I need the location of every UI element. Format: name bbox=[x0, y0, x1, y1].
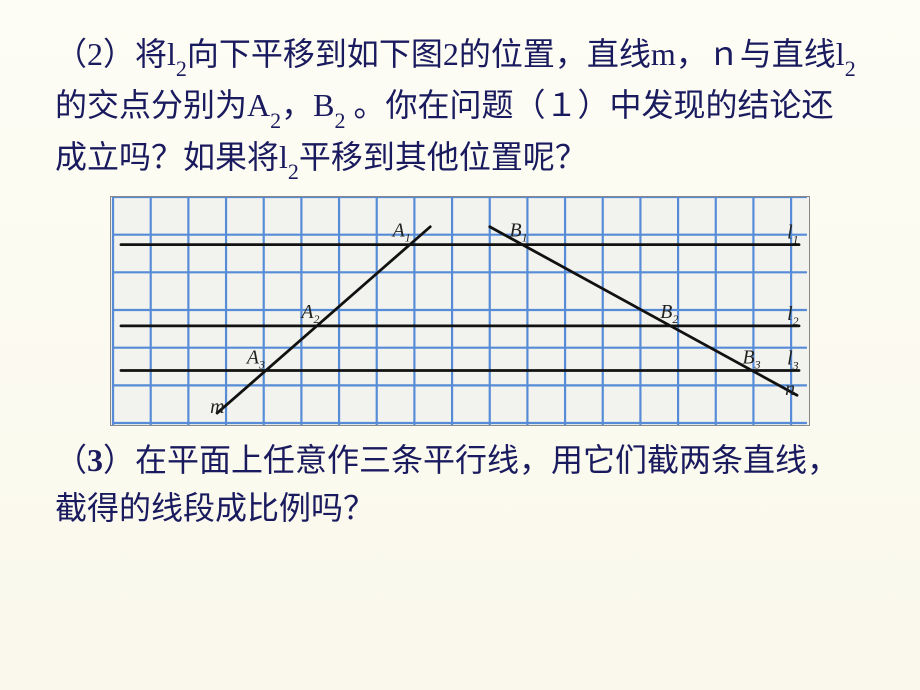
geometry-diagram: A1 B1 A2 B2 A3 B3 l1 l2 l3 m n bbox=[110, 196, 810, 426]
subscript: 2 bbox=[288, 159, 299, 184]
svg-text:n: n bbox=[785, 378, 795, 400]
svg-text:B2: B2 bbox=[660, 301, 678, 326]
figure-container: A1 B1 A2 B2 A3 B3 l1 l2 l3 m n bbox=[55, 196, 865, 426]
svg-text:A2: A2 bbox=[299, 301, 319, 326]
svg-text:B3: B3 bbox=[743, 347, 761, 372]
subscript: 2 bbox=[270, 108, 281, 133]
svg-text:m: m bbox=[210, 396, 224, 418]
problem-2-text: （2）将l2向下平移到如下图2的位置，直线m，ｎ与直线l2的交点分别为A2，B2… bbox=[55, 30, 865, 184]
svg-text:l1: l1 bbox=[787, 222, 798, 247]
text-fragment: ）在平面上任意作三条平行线，用它们截两条直线，截得的线段成比例吗？ bbox=[55, 442, 839, 526]
text-fragment: （ bbox=[55, 442, 87, 478]
problem-3-text: （3）在平面上任意作三条平行线，用它们截两条直线，截得的线段成比例吗？ bbox=[55, 436, 865, 532]
svg-text:l3: l3 bbox=[787, 348, 799, 373]
svg-text:l2: l2 bbox=[787, 303, 799, 328]
text-fragment: 向下平移到如下图2的位置，直线m，ｎ与直线l bbox=[187, 36, 845, 72]
svg-text:A1: A1 bbox=[391, 220, 411, 245]
svg-text:A3: A3 bbox=[245, 347, 265, 372]
svg-text:B1: B1 bbox=[510, 220, 528, 245]
text-fragment: 的交点分别为A bbox=[55, 87, 270, 123]
text-fragment: ，B bbox=[281, 87, 334, 123]
subscript: 2 bbox=[176, 56, 187, 81]
text-fragment: 平移到其他位置呢？ bbox=[299, 139, 587, 175]
bold-number: 3 bbox=[87, 442, 103, 478]
subscript: 2 bbox=[334, 108, 345, 133]
subscript: 2 bbox=[845, 56, 856, 81]
text-fragment: （2）将l bbox=[55, 36, 176, 72]
